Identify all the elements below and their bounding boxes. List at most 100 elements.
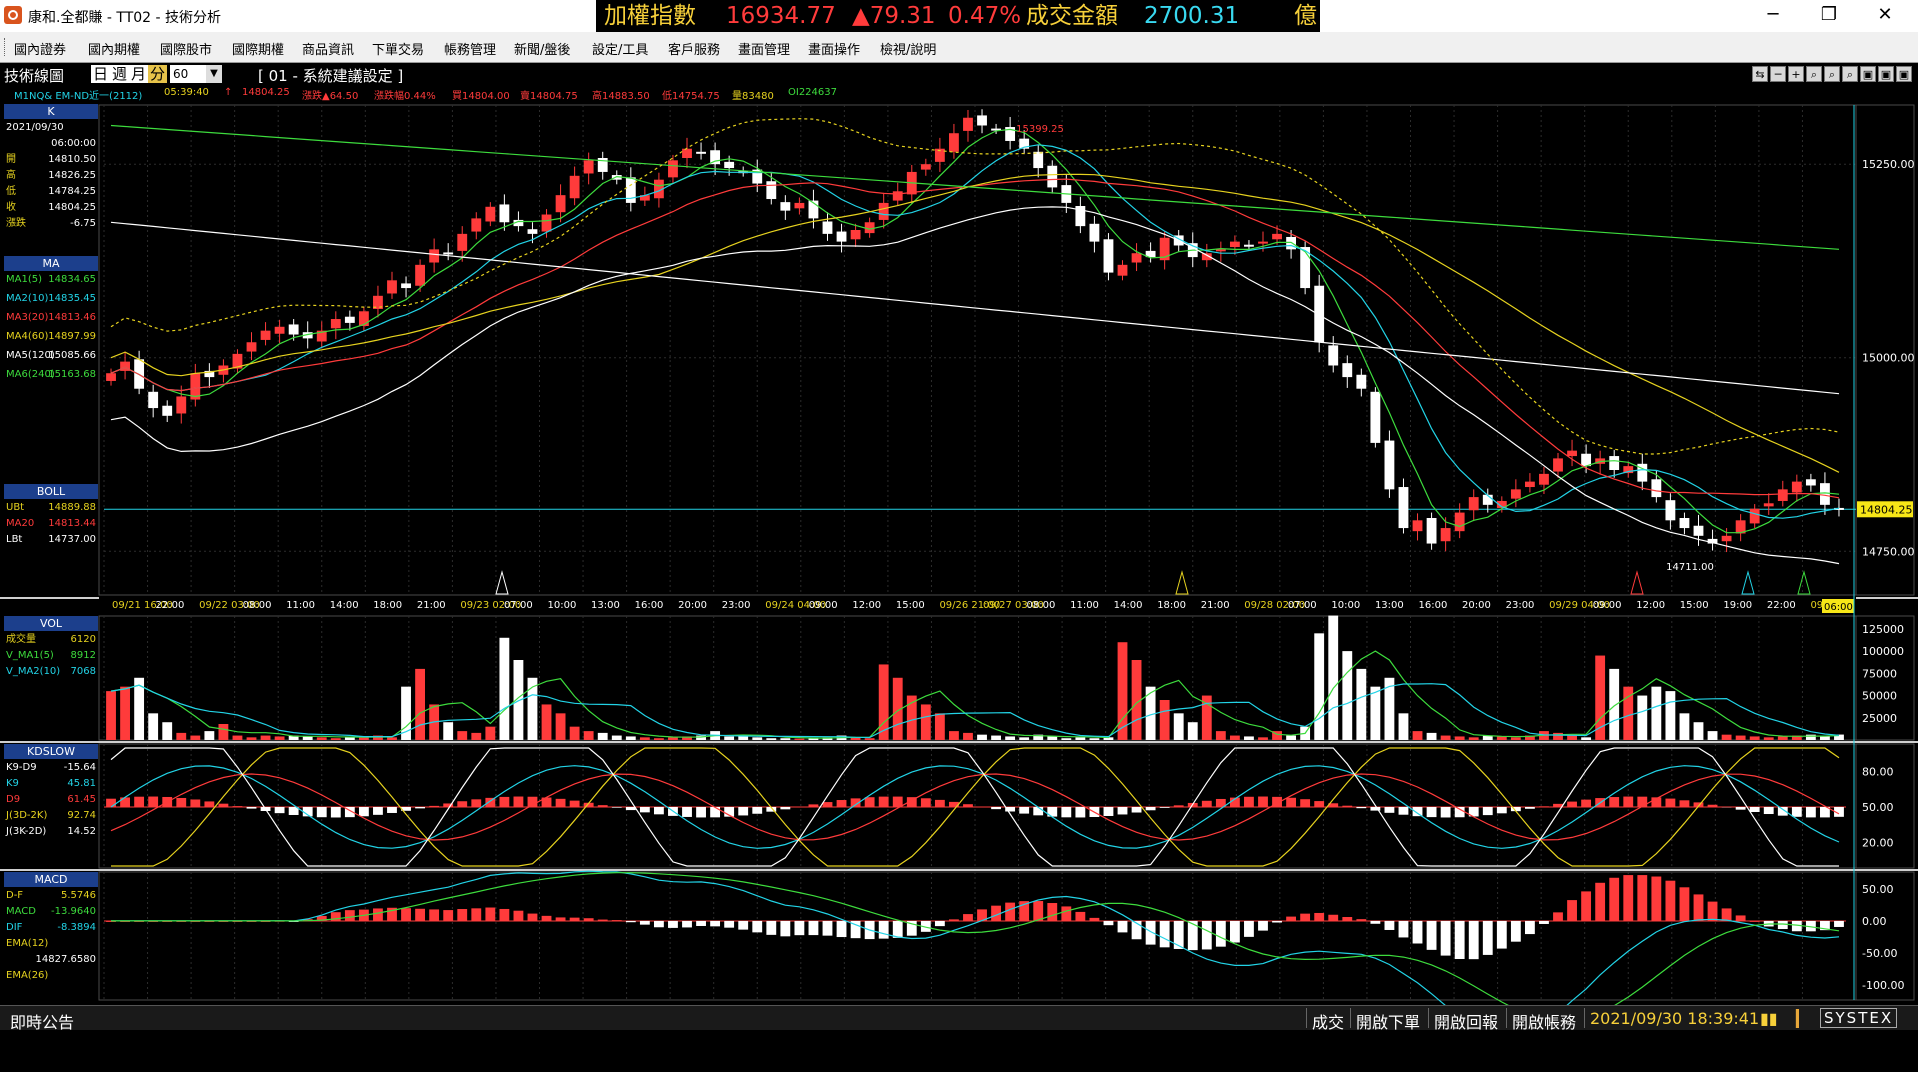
volume-bar xyxy=(1047,736,1057,740)
macd-histogram-bar xyxy=(1778,921,1788,929)
volume-bar xyxy=(233,736,243,740)
kd-diff-bar xyxy=(1750,807,1760,812)
flag-icon: ▎ xyxy=(1796,1009,1808,1028)
x-tick-label: 15:00 xyxy=(1680,600,1709,611)
x-tick-label: 07:00 xyxy=(1288,600,1317,611)
candle-body xyxy=(106,373,116,381)
low-price-label: 14711.00 xyxy=(1666,562,1714,573)
status-divider xyxy=(1584,1008,1585,1028)
kd-tick-label: 20.00 xyxy=(1862,836,1894,849)
kd-diff-bar xyxy=(1061,807,1071,817)
volume-bar xyxy=(499,638,509,740)
kd-diff-bar xyxy=(1385,807,1395,813)
volume-bar xyxy=(303,736,313,740)
volume-bar xyxy=(612,736,622,740)
x-tick-label: 20:00 xyxy=(678,600,707,611)
volume-bar xyxy=(865,738,875,740)
open-order-button[interactable]: 開啟下單 xyxy=(1356,1009,1420,1033)
kd-diff-bar xyxy=(1637,797,1647,807)
candle-body xyxy=(556,195,566,212)
macd-histogram-bar xyxy=(1665,881,1675,921)
candle-body xyxy=(879,203,889,220)
candle-body xyxy=(1820,483,1830,505)
candle-body xyxy=(1581,454,1591,466)
macd-histogram-bar xyxy=(556,917,566,921)
candle-body xyxy=(1525,482,1535,487)
kd-diff-bar xyxy=(1567,802,1577,807)
kd-tick-label: 80.00 xyxy=(1862,766,1894,779)
macd-histogram-bar xyxy=(1047,903,1057,921)
kd-diff-bar xyxy=(1160,807,1170,808)
volume-bar xyxy=(1806,735,1816,740)
open-report-button[interactable]: 開啟回報 xyxy=(1434,1009,1498,1033)
volume-bar xyxy=(1286,736,1296,740)
macd-histogram-bar xyxy=(1202,921,1212,949)
candle-body xyxy=(457,234,467,251)
signal-marker-icon xyxy=(1798,572,1810,594)
candle-body xyxy=(1483,495,1493,505)
volume-bar xyxy=(345,737,355,740)
macd-histogram-bar xyxy=(1609,878,1619,921)
volume-bar xyxy=(1469,737,1479,740)
x-tick-label: 22:00 xyxy=(156,600,185,611)
open-account-button[interactable]: 開啟帳務 xyxy=(1512,1009,1576,1033)
volume-bar xyxy=(1665,691,1675,740)
candle-body xyxy=(696,152,706,154)
kd-diff-bar xyxy=(1314,801,1324,807)
volume-bar xyxy=(1413,731,1423,740)
macd-histogram-bar xyxy=(1033,901,1043,921)
x-tick-label: 21:00 xyxy=(1201,600,1230,611)
kd-diff-bar xyxy=(654,807,664,814)
x-tick-label: 07:00 xyxy=(504,600,533,611)
candle-body xyxy=(359,311,369,326)
candle-body xyxy=(1118,265,1128,276)
announcement-button[interactable]: 即時公告 xyxy=(10,1009,74,1033)
trade-status-button[interactable]: 成交 xyxy=(1312,1009,1344,1033)
kd-diff-bar xyxy=(1806,807,1816,817)
kd-diff-bar xyxy=(499,797,509,807)
volume-bar xyxy=(752,737,762,740)
kd-diff-bar xyxy=(1708,805,1718,807)
x-tick-label: 10:00 xyxy=(1331,600,1360,611)
kd-diff-bar xyxy=(1033,807,1043,815)
kd-diff-bar xyxy=(640,807,650,812)
x-tick-label: 08:00 xyxy=(243,600,272,611)
macd-histogram-bar xyxy=(457,909,467,921)
x-tick-label: 10:00 xyxy=(548,600,577,611)
kd-diff-bar xyxy=(359,807,369,816)
kd-diff-bar xyxy=(1342,806,1352,807)
macd-histogram-bar xyxy=(1581,891,1591,921)
kd-diff-bar xyxy=(218,804,228,807)
volume-bar xyxy=(1216,731,1226,740)
candle-body xyxy=(471,218,481,231)
volume-bar xyxy=(1019,737,1029,740)
candle-body xyxy=(1651,479,1661,497)
volume-bar xyxy=(1553,733,1563,740)
price-panel-axis-frame xyxy=(1856,105,1914,595)
kd-diff-bar xyxy=(387,807,397,813)
kd-diff-bar xyxy=(963,804,973,807)
volume-bar xyxy=(935,713,945,740)
macd-histogram-bar xyxy=(429,909,439,921)
candle-body xyxy=(949,133,959,152)
candle-body xyxy=(387,280,397,293)
volume-bar xyxy=(148,713,158,740)
candle-body xyxy=(1511,489,1521,498)
kd-diff-bar xyxy=(1356,807,1366,808)
kd-diff-bar xyxy=(106,799,116,807)
candle-body xyxy=(766,181,776,199)
candle-body xyxy=(1778,489,1788,501)
kd-diff-bar xyxy=(1174,805,1184,807)
signal-marker-icon xyxy=(1742,572,1754,594)
kd-diff-bar xyxy=(598,805,608,807)
kd-diff-bar xyxy=(696,807,706,817)
volume-bar xyxy=(921,704,931,740)
technical-chart[interactable]: 15250.0015000.0014750.0014804.2515399.25… xyxy=(0,0,1918,1005)
macd-tick-label: 50.00 xyxy=(1862,883,1894,896)
macd-histogram-bar xyxy=(1314,913,1324,921)
x-tick-label: 13:00 xyxy=(591,600,620,611)
candle-body xyxy=(176,396,186,413)
volume-bar xyxy=(218,724,228,740)
kd-diff-bar xyxy=(457,801,467,807)
x-tick-label: 22:00 xyxy=(1767,600,1796,611)
